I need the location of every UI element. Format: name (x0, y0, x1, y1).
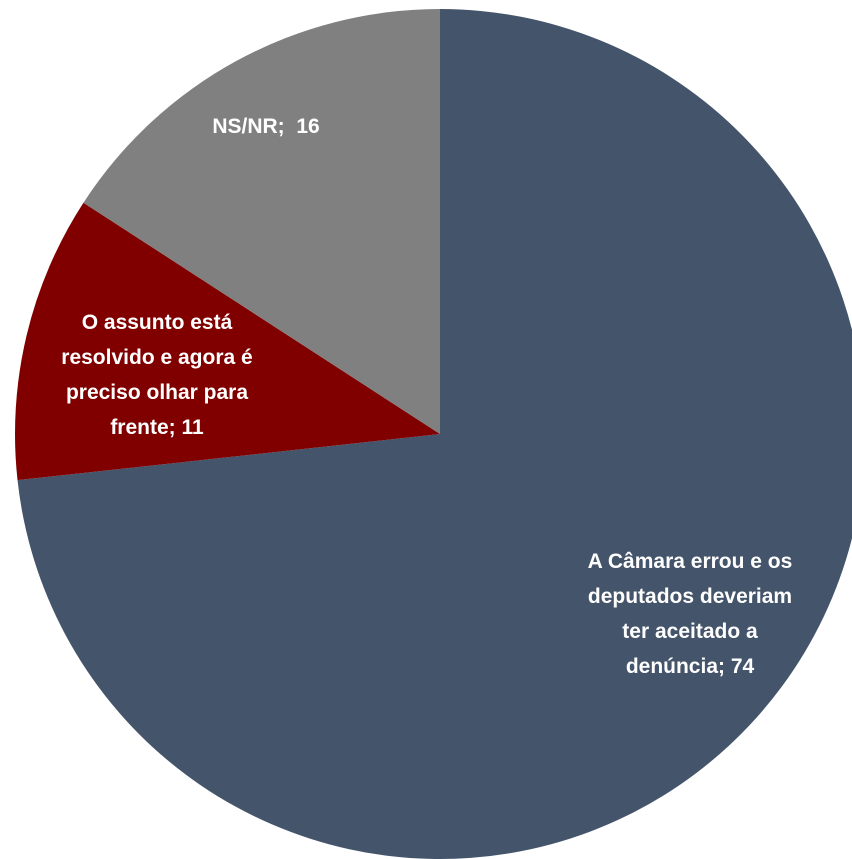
slice-label-camara-errou: A Câmara errou e os deputados deveriam ter… (588, 550, 793, 678)
slice-label-camara-errou-line: denúncia; 74 (626, 655, 755, 678)
slice-label-nsnr-line: NS/NR; 16 (212, 115, 319, 138)
slice-label-assunto-resolvido: O assunto está resolvido e agora é preciso… (61, 311, 252, 439)
slice-label-camara-errou-line: ter aceitado a (622, 620, 758, 643)
slice-label-assunto-resolvido-line: resolvido e agora é (61, 346, 252, 369)
pie-slices (14, 9, 852, 859)
slice-label-nsnr: NS/NR; 16 (212, 115, 319, 138)
slice-label-camara-errou-line: A Câmara errou e os (588, 550, 793, 573)
slice-label-assunto-resolvido-line: O assunto está (82, 311, 233, 334)
slice-labels: A Câmara errou e os deputados deveriam ter… (61, 115, 792, 678)
slice-nsnr (83, 9, 440, 434)
slice-label-assunto-resolvido-line: frente; 11 (110, 416, 204, 439)
slice-camara-errou (17, 9, 852, 859)
slice-label-assunto-resolvido-line: preciso olhar para (66, 381, 248, 404)
slice-label-camara-errou-line: deputados deveriam (588, 585, 792, 608)
slice-assunto-resolvido (14, 202, 440, 481)
